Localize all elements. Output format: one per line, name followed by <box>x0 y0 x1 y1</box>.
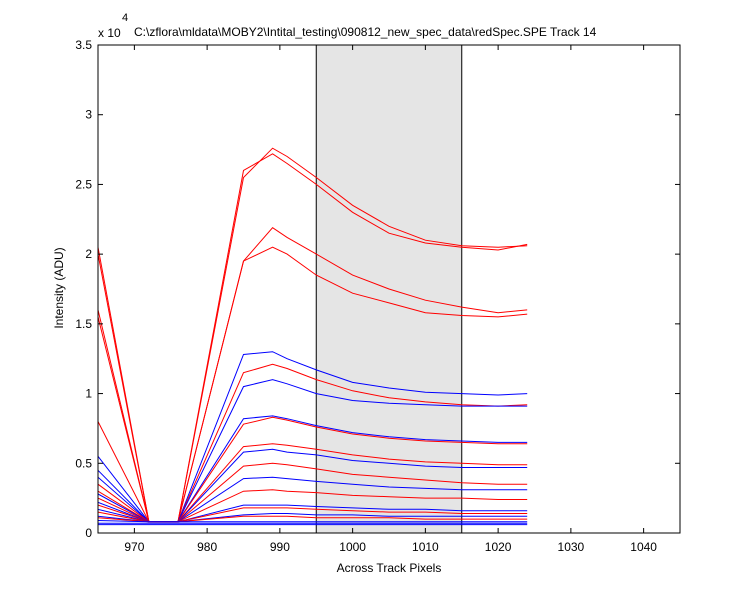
y-multiplier-exponent: 4 <box>122 12 128 24</box>
chart-title: C:\zflora\mldata\MOBY2\Intital_testing\0… <box>134 25 597 39</box>
y-tick-label: 3 <box>85 108 92 122</box>
series-group <box>98 147 528 526</box>
x-tick-label: 1010 <box>412 540 439 554</box>
y-tick-label: 1 <box>85 387 92 401</box>
x-tick-label: 1000 <box>339 540 366 554</box>
y-tick-label: 2.5 <box>75 177 92 191</box>
axes-box <box>97 44 681 534</box>
y-tick-label: 2 <box>85 247 92 261</box>
x-tick-label: 970 <box>124 540 144 554</box>
series-line-19 <box>98 520 528 523</box>
x-tick-label: 1030 <box>558 540 585 554</box>
y-multiplier-label: x 10 <box>98 26 121 40</box>
x-tick-label: 980 <box>197 540 217 554</box>
x-tick-label: 1040 <box>630 540 657 554</box>
y-axis-label: Intensity (ADU) <box>52 247 66 328</box>
plot-area: 970 980 990 1000 1010 1020 1030 1040 0 0.5 1 1.5 2 2.… <box>75 38 681 554</box>
y-tick-label: 3.5 <box>75 38 92 52</box>
x-tick-label: 1020 <box>485 540 512 554</box>
x-axis-label: Across Track Pixels <box>337 561 442 575</box>
y-tick-label: 1.5 <box>75 317 92 331</box>
y-tick-label: 0 <box>85 526 92 540</box>
y-tick-label: 0.5 <box>75 456 92 470</box>
x-tick-label: 990 <box>270 540 290 554</box>
